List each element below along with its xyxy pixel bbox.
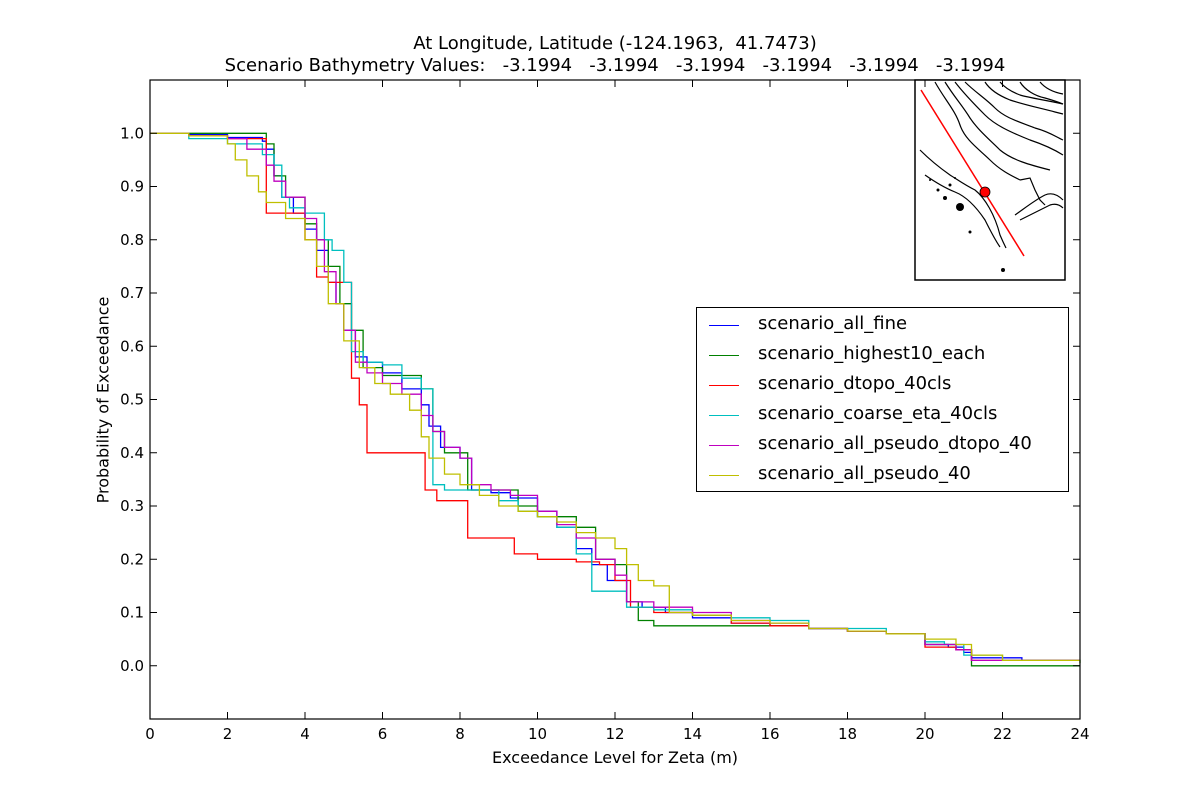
legend-swatch [709, 385, 739, 386]
y-tick-label: 0.0 [120, 657, 144, 675]
legend-label: scenario_all_pseudo_dtopo_40 [758, 433, 1032, 454]
series-group [150, 132, 1081, 667]
legend-label: scenario_all_fine [758, 313, 908, 334]
y-tick-label: 0.6 [120, 337, 144, 355]
y-tick-label: 0.1 [120, 604, 144, 622]
series-line-scenario-all-pseudo-40 [150, 132, 1081, 664]
x-tick-label: 24 [1070, 725, 1089, 743]
y-tick-label: 0.2 [120, 550, 144, 568]
legend-item: scenario_all_pseudo_40 [697, 460, 1068, 490]
coastline-contours [919, 81, 1064, 249]
x-tick-label: 2 [223, 725, 233, 743]
y-tick-label: 0.8 [120, 231, 144, 249]
y-axis-label: Probability of Exceedance [93, 296, 113, 504]
chart-subtitle: Scenario Bathymetry Values: -3.1994 -3.1… [224, 55, 1006, 76]
location-marker [979, 186, 991, 198]
x-tick-label: 8 [455, 725, 465, 743]
legend-label: scenario_highest10_each [758, 343, 986, 364]
legend-item: scenario_all_pseudo_dtopo_40 [697, 430, 1068, 460]
legend-item: scenario_dtopo_40cls [697, 370, 1068, 400]
x-axis-label: Exceedance Level for Zeta (m) [491, 748, 739, 767]
legend-swatch [709, 325, 739, 326]
x-tick-label: 16 [760, 725, 779, 743]
map-inset [914, 79, 1066, 281]
legend-item: scenario_coarse_eta_40cls [697, 400, 1068, 430]
y-tick-label: 1.0 [120, 124, 144, 142]
x-tick-label: 6 [378, 725, 388, 743]
legend-label: scenario_coarse_eta_40cls [758, 403, 998, 424]
legend-item: scenario_highest10_each [697, 340, 1068, 370]
legend-item: scenario_all_fine [697, 310, 1068, 340]
legend-swatch [709, 445, 739, 446]
y-tick-label: 0.5 [120, 391, 144, 409]
x-tick-label: 14 [683, 725, 702, 743]
y-tick-label: 0.3 [120, 497, 144, 515]
y-tick-label: 0.4 [120, 444, 144, 462]
legend-swatch [709, 415, 739, 416]
legend-swatch [709, 475, 739, 476]
x-tick-label: 0 [145, 725, 155, 743]
x-tick-label: 18 [838, 725, 857, 743]
legend-label: scenario_dtopo_40cls [758, 373, 952, 394]
legend-swatch [709, 355, 739, 356]
y-tick-label: 0.7 [120, 284, 144, 302]
y-tick-label: 0.9 [120, 178, 144, 196]
legend-label: scenario_all_pseudo_40 [758, 463, 971, 484]
x-tick-label: 4 [300, 725, 310, 743]
map-inset-frame [914, 79, 1066, 281]
transect-line [920, 89, 1025, 257]
x-tick-label: 10 [528, 725, 547, 743]
map-islands [929, 177, 1005, 272]
x-tick-label: 20 [915, 725, 934, 743]
x-tick-label: 22 [993, 725, 1012, 743]
x-tick-label: 12 [605, 725, 624, 743]
chart-title: At Longitude, Latitude (-124.1963, 41.74… [413, 33, 817, 54]
legend: scenario_all_fine scenario_highest10_each… [696, 307, 1069, 492]
